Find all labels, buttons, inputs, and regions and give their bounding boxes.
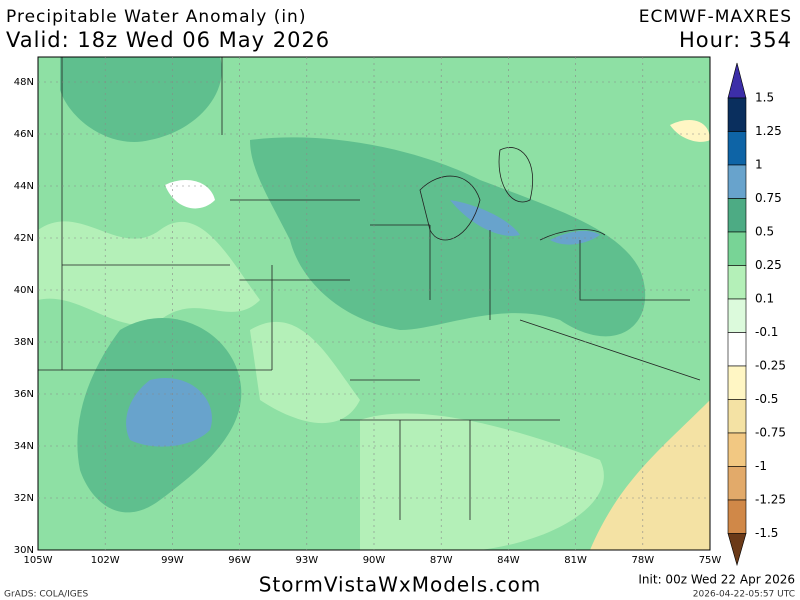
- lon-label: 78W: [631, 555, 654, 566]
- colorbar-box: [727, 298, 747, 333]
- colorbar-cap-top: [727, 62, 747, 99]
- colorbar-label: 1.5: [755, 91, 774, 105]
- colorbar-box: [727, 198, 747, 233]
- field-light: [250, 321, 360, 424]
- colorbar-box: [727, 265, 747, 300]
- colorbar-label: -1.25: [755, 493, 786, 507]
- colorbar-box: [727, 365, 747, 400]
- lon-label: 81W: [564, 555, 587, 566]
- map-title: Precipitable Water Anomaly (in): [6, 7, 306, 27]
- field-neutral: [165, 180, 215, 209]
- boundaries: [38, 57, 701, 520]
- init-time: Init: 00z Wed 22 Apr 2026: [638, 573, 795, 587]
- colorbar-box: [727, 332, 747, 367]
- lon-label: 96W: [228, 555, 251, 566]
- field-blue: [450, 200, 520, 236]
- field-dry: [670, 120, 710, 142]
- field-light: [360, 413, 604, 550]
- lat-label: 46N: [14, 129, 34, 140]
- model-name: ECMWF-MAXRES: [639, 7, 792, 27]
- colorbar-label: -0.25: [755, 359, 786, 373]
- credit: GrADS: COLA/IGES: [4, 590, 88, 600]
- colorbar-label: 1.25: [755, 124, 782, 138]
- lon-label: 84W: [497, 555, 520, 566]
- lat-label: 38N: [14, 337, 34, 348]
- colorbar-cap-bottom: [727, 533, 747, 567]
- colorbar-box: [727, 131, 747, 166]
- colorbar-label: 0.5: [755, 225, 774, 239]
- lat-label: 48N: [14, 77, 34, 88]
- site-name: StormVistaWxModels.com: [259, 573, 542, 597]
- field-blue: [126, 378, 212, 447]
- lon-label: 105W: [24, 555, 53, 566]
- colorbar-label: -0.1: [755, 325, 778, 339]
- lon-label: 87W: [430, 555, 453, 566]
- colorbar-box: [727, 399, 747, 434]
- colorbar-box: [727, 499, 747, 534]
- colorbar-label: -0.75: [755, 426, 786, 440]
- colorbar-box: [727, 97, 747, 132]
- colorbar-label: 1: [755, 158, 763, 172]
- colorbar-box: [727, 231, 747, 266]
- lon-label: 99W: [161, 555, 184, 566]
- colorbar-label: 0.75: [755, 191, 782, 205]
- field-blue: [550, 230, 600, 245]
- valid-time: Valid: 18z Wed 06 May 2026: [6, 28, 330, 52]
- lat-label: 40N: [14, 285, 34, 296]
- timestamp: 2026-04-22-05:57 UTC: [693, 590, 795, 600]
- colorbar-label: -1.5: [755, 526, 778, 540]
- lat-label: 32N: [14, 493, 34, 504]
- lon-label: 93W: [295, 555, 318, 566]
- colorbar-box: [727, 466, 747, 501]
- lon-label: 75W: [699, 555, 722, 566]
- lat-label: 42N: [14, 233, 34, 244]
- colorbar-box: [727, 164, 747, 199]
- lat-label: 44N: [14, 181, 34, 192]
- colorbar-label: 0.25: [755, 258, 782, 272]
- lat-label: 34N: [14, 441, 34, 452]
- lon-label: 90W: [363, 555, 386, 566]
- map-field: [37, 56, 711, 551]
- forecast-hour: Hour: 354: [679, 28, 792, 52]
- lat-label: 36N: [14, 389, 34, 400]
- field-dark: [60, 57, 222, 142]
- field-dark: [250, 137, 646, 337]
- colorbar-label: -1: [755, 459, 767, 473]
- lat-label: 30N: [14, 545, 34, 556]
- colorbar-label: 0.1: [755, 292, 774, 306]
- colorbar-label: -0.5: [755, 392, 778, 406]
- field-dry: [590, 400, 710, 550]
- colorbar-box: [727, 432, 747, 467]
- field-light: [38, 221, 260, 325]
- lon-label: 102W: [91, 555, 120, 566]
